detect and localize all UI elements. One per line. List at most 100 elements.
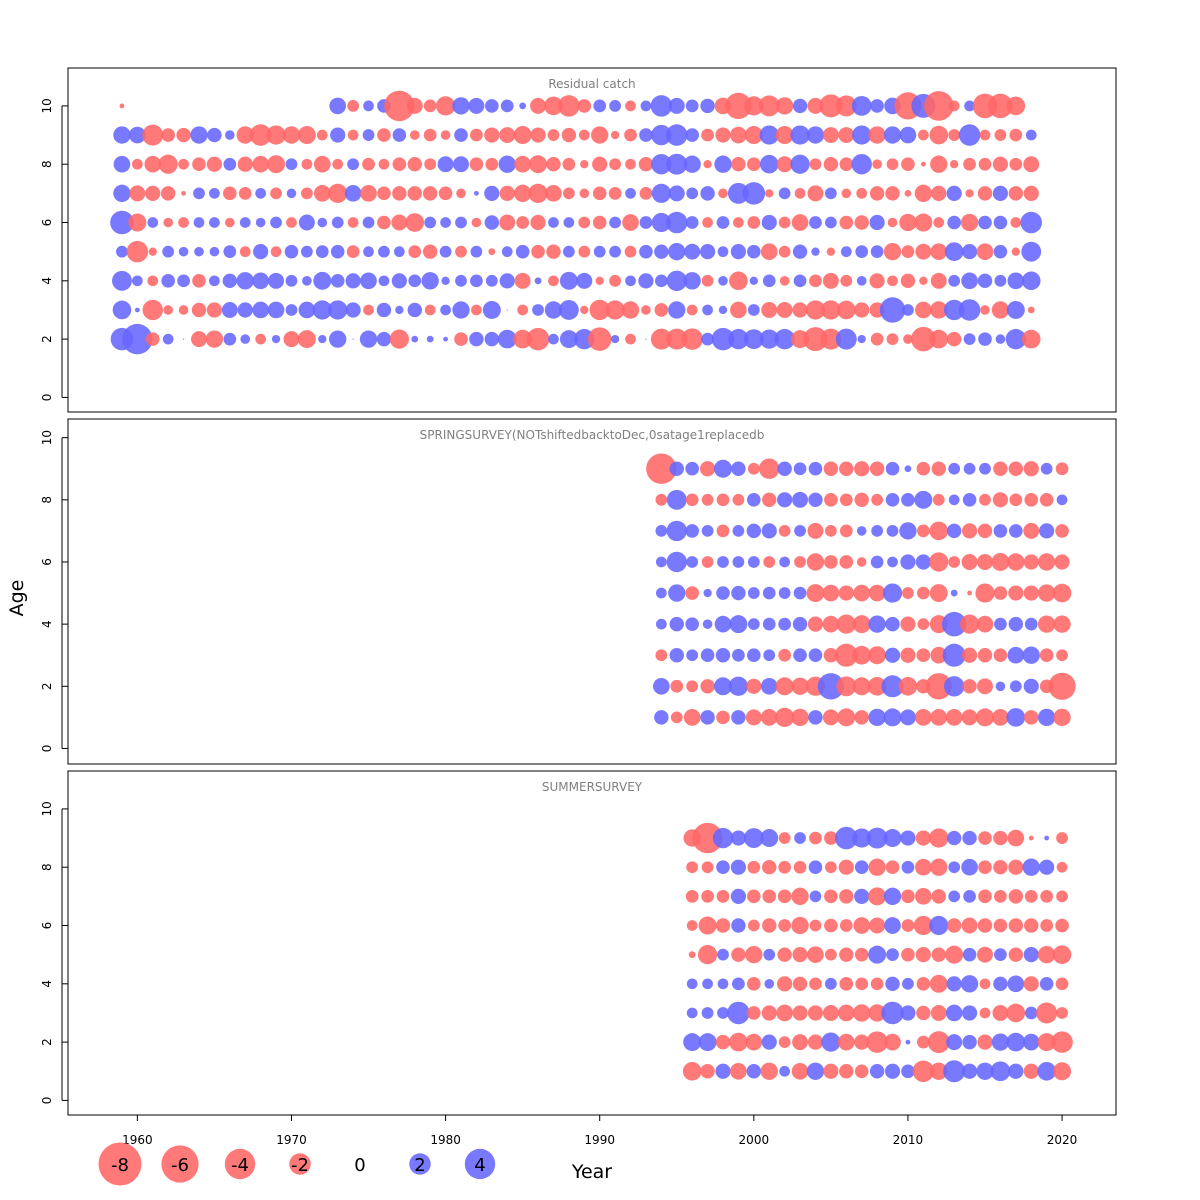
y-tick-label: 0 [40, 1097, 54, 1105]
residual-bubble [621, 301, 640, 319]
residual-bubble [747, 216, 761, 229]
residual-bubble [994, 889, 1007, 903]
residual-bubble [530, 214, 546, 231]
residual-bubble [901, 947, 915, 962]
legend-bubble [289, 1153, 311, 1175]
residual-bubble [904, 189, 912, 197]
residual-bubble [576, 272, 593, 289]
residual-bubble [911, 326, 936, 352]
residual-bubble [959, 614, 980, 634]
residual-bubble [962, 830, 977, 846]
residual-bubble [820, 328, 842, 350]
residual-bubble [744, 96, 764, 116]
residual-bubble [885, 493, 900, 507]
residual-bubble [313, 271, 332, 290]
residual-bubble [1007, 553, 1025, 571]
residual-bubble [330, 244, 345, 259]
residual-bubble [345, 273, 361, 289]
residual-bubble [792, 491, 809, 508]
residual-bubble [239, 246, 251, 258]
residual-bubble [902, 977, 914, 990]
residual-bubble [963, 462, 976, 475]
residual-bubble [530, 97, 547, 114]
legend-label: -8 [111, 1155, 129, 1176]
residual-bubble [1007, 975, 1025, 993]
residual-bubble [948, 494, 960, 506]
residual-bubble [912, 1060, 935, 1083]
residual-bubble [929, 915, 949, 936]
residual-bubble [731, 585, 746, 601]
y-tick-label: 10 [40, 801, 54, 816]
residual-bubble [809, 831, 822, 845]
residual-bubble [1009, 128, 1023, 142]
residual-bubble [163, 217, 173, 228]
residual-bubble [651, 212, 671, 233]
residual-bubble [530, 127, 546, 143]
residual-bubble [699, 244, 716, 260]
residual-bubble [747, 889, 761, 904]
residual-bubble [809, 977, 822, 991]
residual-bubble [625, 158, 636, 170]
x-axis: 1960 1970 1980 1990 2000 2010 2020 [122, 1114, 1077, 1147]
residual-bubble [699, 461, 716, 477]
residual-bubble [915, 830, 931, 846]
residual-bubble [853, 917, 871, 934]
residual-bubble [854, 461, 870, 477]
residual-bubble [499, 127, 516, 144]
residual-bubble [526, 327, 550, 351]
residual-bubble [933, 217, 945, 228]
residual-bubble [885, 616, 900, 632]
residual-bubble [645, 338, 647, 340]
residual-bubble [1021, 241, 1042, 262]
residual-bubble [950, 160, 959, 169]
residual-bubble [835, 328, 857, 350]
residual-bubble [702, 619, 713, 629]
residual-bubble [453, 156, 469, 173]
residual-bubble [901, 157, 915, 172]
residual-bubble [1039, 523, 1055, 539]
y-tick-label: 6 [40, 922, 54, 930]
residual-bubble [717, 978, 729, 990]
residual-bubble [743, 329, 764, 350]
residual-bubble [961, 523, 978, 539]
residual-bubble [683, 155, 701, 173]
residual-bubble [160, 186, 176, 201]
residual-bubble [714, 615, 732, 633]
residual-bubble [730, 888, 747, 904]
residual-bubble [392, 128, 407, 142]
residual-bubble [835, 826, 858, 850]
residual-bubble [1022, 1033, 1040, 1051]
residual-bubble [455, 245, 467, 258]
residual-bubble [930, 1004, 947, 1021]
residual-bubble [791, 916, 809, 935]
residual-bubble [742, 182, 766, 205]
residual-bubble [1055, 918, 1069, 933]
residual-bubble [1005, 328, 1027, 350]
residual-bubble [408, 245, 422, 259]
legend-entry: -4 [224, 1148, 256, 1180]
bubbles [682, 822, 1073, 1083]
residual-bubble [112, 300, 132, 320]
residual-bubble [946, 185, 962, 201]
residual-bubble [761, 214, 777, 231]
residual-bubble [178, 217, 189, 228]
residual-bubble [794, 832, 806, 844]
residual-bubble [315, 245, 329, 259]
residual-bubble [547, 129, 560, 141]
residual-bubble [592, 215, 607, 230]
residual-bubble [806, 1062, 825, 1080]
residual-bubble [993, 918, 1008, 933]
residual-bubble [901, 493, 915, 507]
residual-bubble [625, 275, 636, 287]
residual-bubble [686, 1007, 698, 1019]
residual-bubble [1021, 329, 1041, 349]
residual-bubble [252, 301, 269, 319]
residual-bubble [992, 156, 1009, 172]
residual-bubble [424, 216, 437, 229]
residual-bubble [270, 187, 282, 200]
x-tick-label: 1990 [584, 1133, 615, 1147]
residual-bubble [392, 157, 407, 172]
residual-bubble [915, 888, 932, 905]
residual-bubble [330, 127, 346, 143]
residual-bubble [638, 156, 654, 172]
